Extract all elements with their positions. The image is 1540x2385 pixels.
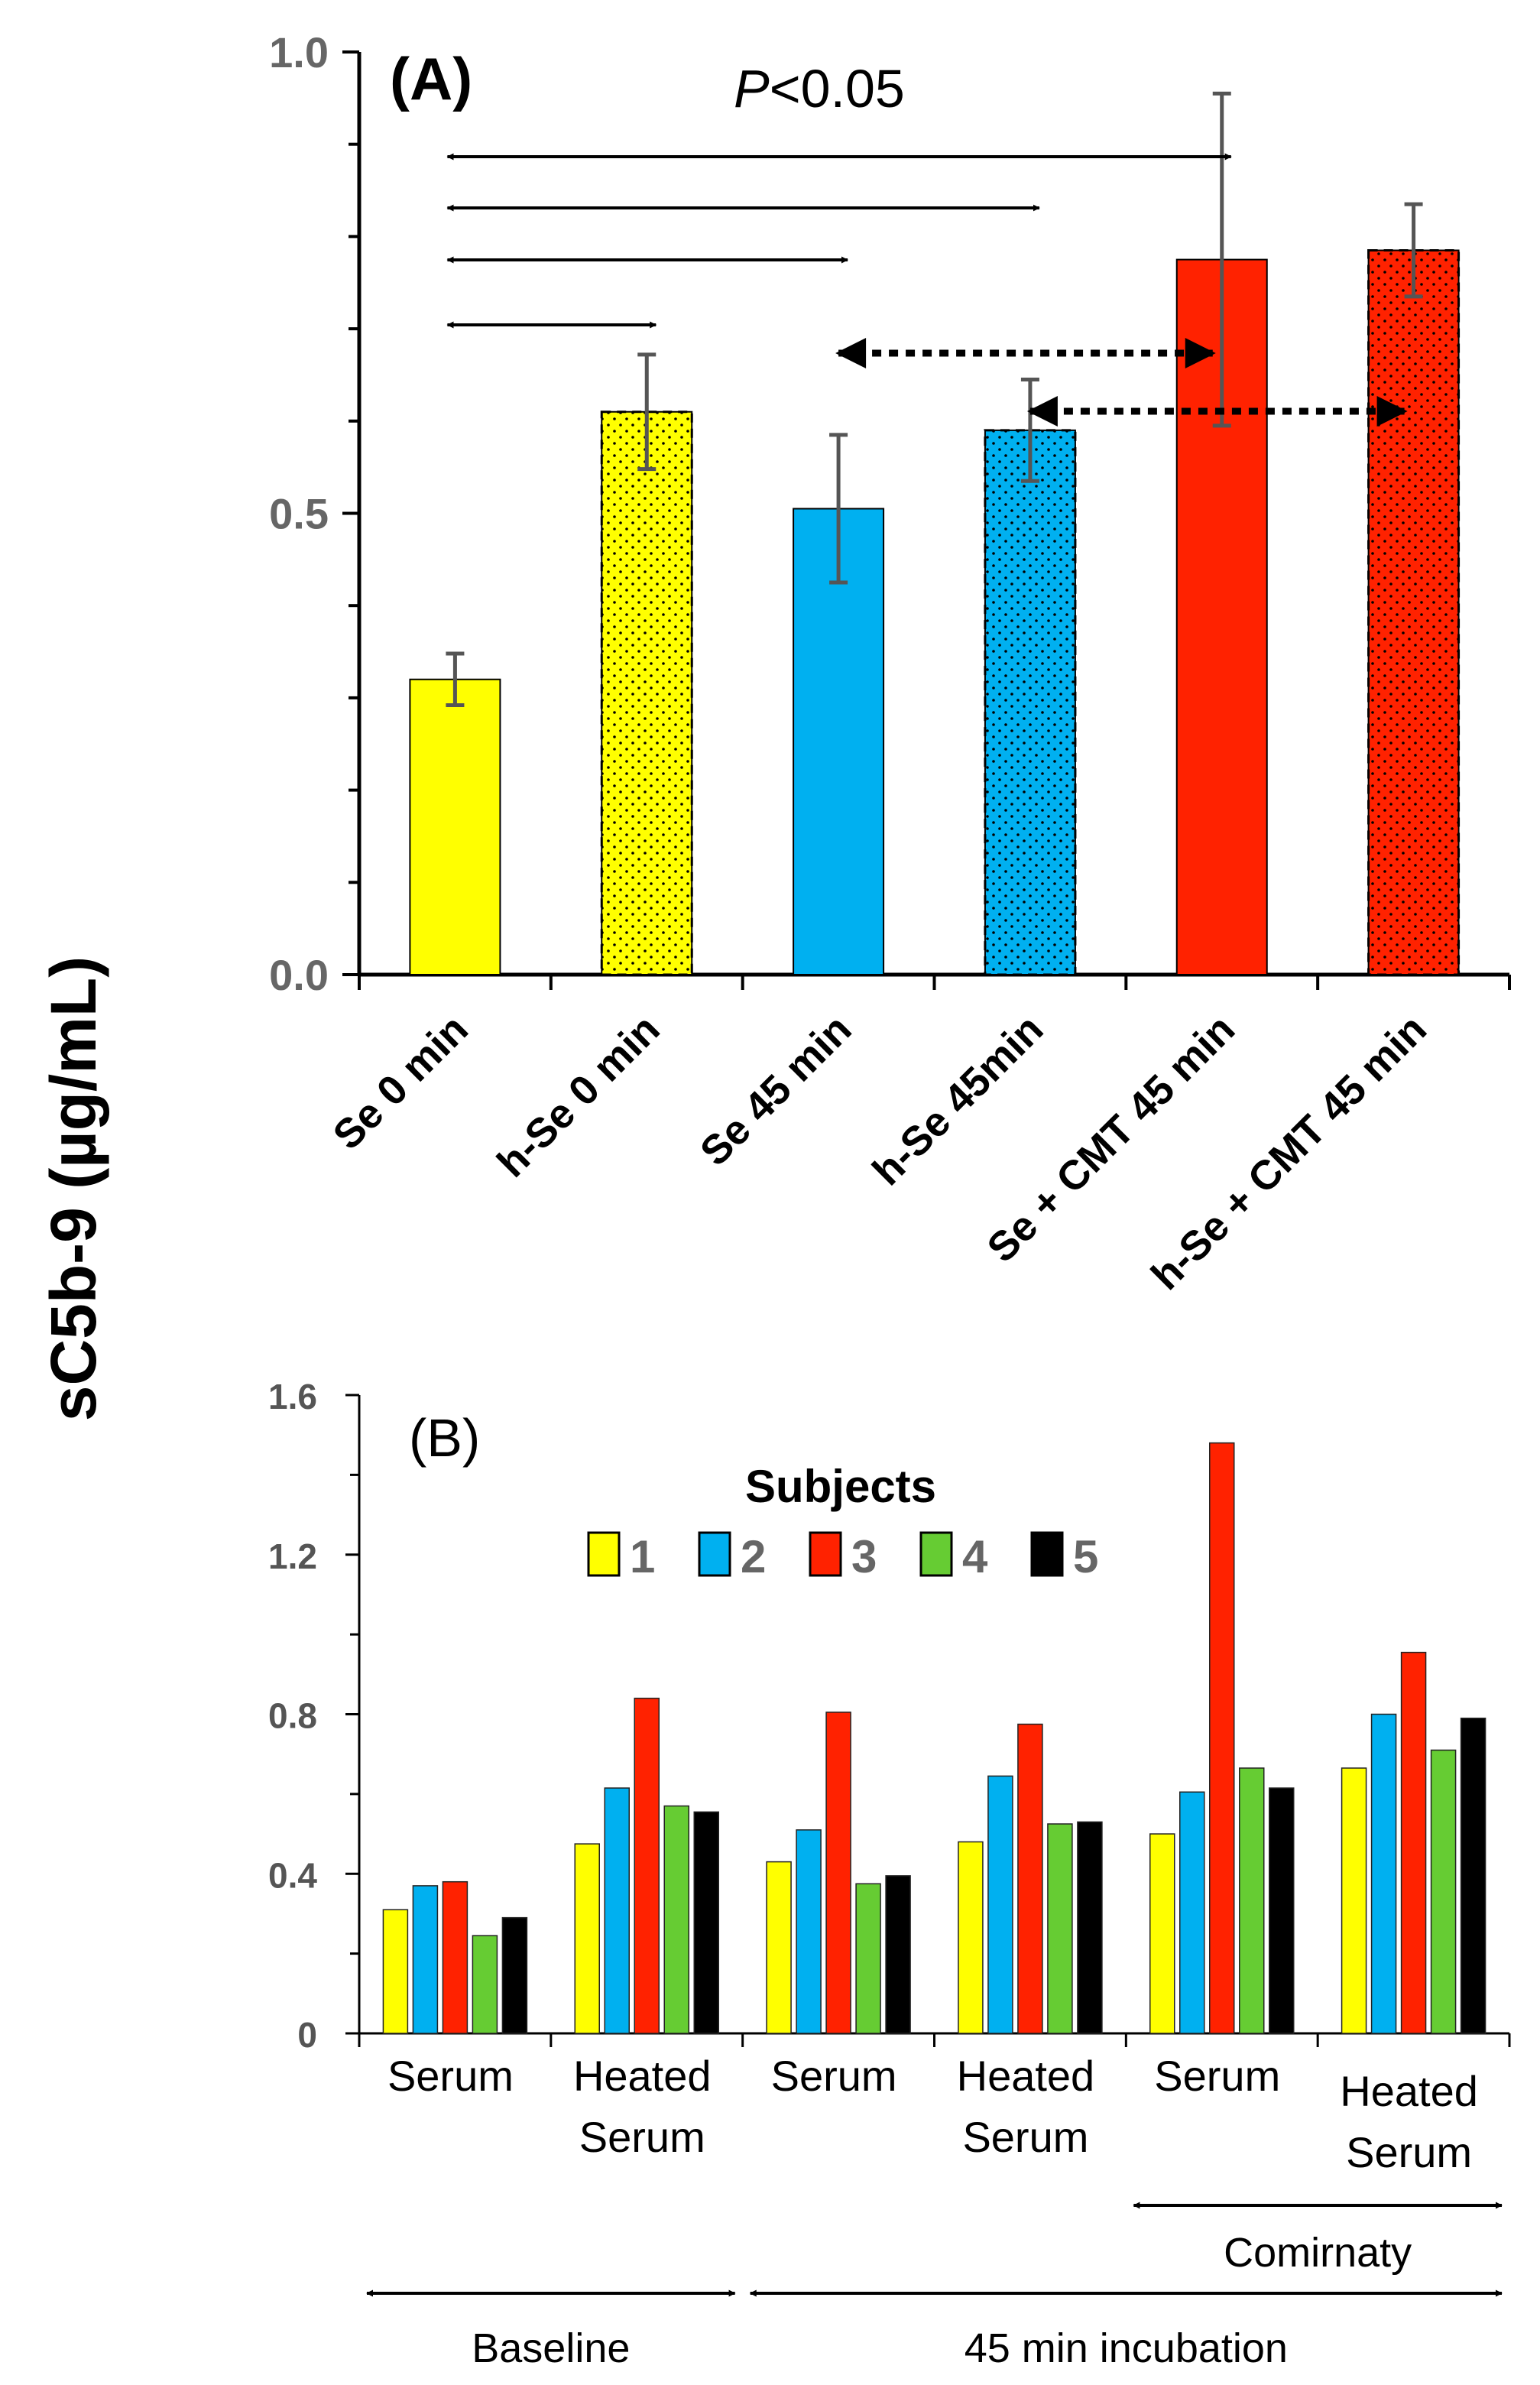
panel-b-group-label: Comirnaty bbox=[1224, 2230, 1412, 2276]
panel-b-group-annotations: Comirnaty Baseline 45 min incubation bbox=[366, 2202, 1503, 2371]
panel-b-category-label: Serum bbox=[387, 2052, 514, 2100]
panel-a-label: (A) bbox=[390, 45, 472, 112]
panel-b-bar bbox=[501, 1916, 528, 2034]
panel-b-category-label: Serum bbox=[579, 2113, 705, 2161]
panel-b-group-label: Baseline bbox=[472, 2325, 630, 2371]
panel-b-bar bbox=[1269, 1787, 1295, 2034]
panel-b-bar bbox=[1370, 1713, 1397, 2034]
panel-b-category-label: Serum bbox=[771, 2052, 897, 2100]
panel-b-bar bbox=[1460, 1717, 1487, 2034]
panel-b-bar bbox=[1047, 1823, 1073, 2034]
panel-b-y-tick-label: 0 bbox=[297, 2015, 317, 2055]
panel-a-bar-pattern bbox=[1367, 249, 1461, 976]
panel-b-bar bbox=[1239, 1767, 1265, 2034]
panel-b-bar bbox=[1209, 1442, 1235, 2034]
legend-label: 5 bbox=[1073, 1531, 1098, 1582]
panel-b-bar bbox=[825, 1712, 851, 2034]
panel-a-y-ticks: 0.0 0.5 1.0 bbox=[269, 28, 359, 999]
panel-b-x-labels: Serum Heated Serum Serum Heated Serum Serum Hea… bbox=[387, 2052, 1478, 2176]
panel-b-y-tick-label: 0.8 bbox=[268, 1696, 317, 1736]
panel-b-y-ticks: 0 0.4 0.8 1.2 1.6 bbox=[268, 1377, 359, 2055]
panel-b-bar bbox=[1077, 1821, 1103, 2034]
panel-a-category-label: Se 0 min bbox=[324, 1006, 476, 1158]
panel-b-bar bbox=[634, 1697, 660, 2034]
legend-items: 1 2 3 4 5 bbox=[587, 1531, 1098, 1582]
panel-b-bar bbox=[1179, 1791, 1205, 2034]
panel-b-category-label: Serum bbox=[962, 2113, 1088, 2161]
panel-b-bar bbox=[382, 1909, 409, 2034]
panel-b-bar bbox=[987, 1775, 1013, 2034]
panel-a-x-labels: Se 0 min h-Se 0 min Se 45 min h-Se 45minSe … bbox=[324, 1006, 1435, 1299]
legend-swatch bbox=[698, 1531, 731, 1577]
legend-swatch bbox=[587, 1531, 621, 1577]
legend-label: 3 bbox=[851, 1531, 877, 1582]
panel-a-category-label: Se 45 min bbox=[692, 1006, 861, 1175]
panel-b-category-label: Serum bbox=[1154, 2052, 1280, 2100]
panel-b-bar bbox=[855, 1883, 881, 2034]
panel-a-error-bars bbox=[446, 91, 1423, 708]
panel-b-bar bbox=[885, 1875, 911, 2034]
panel-a-y-tick-label: 0.0 bbox=[269, 951, 329, 999]
panel-b-y-tick-label: 1.6 bbox=[268, 1377, 317, 1416]
y-axis-label: sC5b-9 (µg/mL) bbox=[37, 956, 109, 1421]
panel-b-bar bbox=[693, 1811, 719, 2034]
panel-b-bar bbox=[1341, 1767, 1367, 2034]
panel-b-bar bbox=[1430, 1749, 1457, 2034]
panel-a-bar-pattern bbox=[600, 410, 693, 976]
panel-a-significance-arrows bbox=[446, 153, 1408, 427]
legend: Subjects 1 2 3 4 5 bbox=[587, 1461, 1098, 1582]
panel-a: 0.0 0.5 1.0 Se 0 min h-Se 0 min Se 45 min h-S… bbox=[269, 28, 1511, 1299]
legend-label: 2 bbox=[741, 1531, 766, 1582]
panel-a-bar-pattern bbox=[984, 429, 1077, 976]
panel-b-bar bbox=[412, 1885, 439, 2034]
panel-a-bar bbox=[409, 678, 501, 975]
panel-a-axes bbox=[357, 52, 1509, 977]
panel-b-bar bbox=[442, 1880, 468, 2034]
legend-swatch bbox=[809, 1531, 842, 1577]
panel-a-bar bbox=[793, 508, 885, 975]
panel-b-bar bbox=[1400, 1651, 1427, 2034]
panel-b-category-label: Heated bbox=[957, 2052, 1095, 2100]
panel-b-bar bbox=[1149, 1833, 1175, 2034]
panel-b-label: (B) bbox=[409, 1408, 480, 1468]
legend-title: Subjects bbox=[745, 1461, 936, 1512]
panel-a-y-tick-label: 1.0 bbox=[269, 28, 329, 76]
panel-b-bar bbox=[766, 1861, 792, 2034]
panel-b-group-label: 45 min incubation bbox=[965, 2325, 1288, 2371]
panel-b-bar bbox=[796, 1829, 822, 2034]
panel-b-y-tick-label: 0.4 bbox=[268, 1855, 317, 1895]
panel-b-bar bbox=[663, 1805, 689, 2034]
panel-b-y-tick-label: 1.2 bbox=[268, 1536, 317, 1576]
panel-a-bar bbox=[1175, 258, 1268, 975]
panel-b-category-label: Heated bbox=[1340, 2067, 1478, 2115]
panel-b-bar bbox=[472, 1935, 498, 2034]
panel-b: 0 0.4 0.8 1.2 1.6 Serum Heated Serum Serum Heate… bbox=[268, 1377, 1511, 2371]
panel-a-bars bbox=[409, 249, 1461, 976]
legend-swatch bbox=[919, 1531, 953, 1577]
panel-b-bars bbox=[382, 1442, 1487, 2034]
panel-b-bar bbox=[604, 1787, 630, 2034]
legend-label: 1 bbox=[630, 1531, 655, 1582]
panel-a-y-tick-label: 0.5 bbox=[269, 490, 329, 538]
panel-b-bar bbox=[958, 1841, 984, 2034]
significance-label: P<0.05 bbox=[734, 59, 905, 118]
panel-b-bar bbox=[574, 1843, 600, 2034]
panel-a-category-label: h-Se 45min bbox=[864, 1006, 1052, 1194]
legend-label: 4 bbox=[962, 1531, 988, 1582]
panel-b-bar bbox=[1017, 1723, 1043, 2034]
panel-b-category-label: Heated bbox=[573, 2052, 712, 2100]
legend-swatch bbox=[1030, 1531, 1064, 1577]
panel-a-x-ticks bbox=[358, 975, 1511, 990]
panel-b-category-label: Serum bbox=[1346, 2128, 1472, 2176]
panel-a-category-label: h-Se 0 min bbox=[488, 1006, 669, 1186]
panel-b-x-ticks bbox=[358, 2033, 1511, 2047]
